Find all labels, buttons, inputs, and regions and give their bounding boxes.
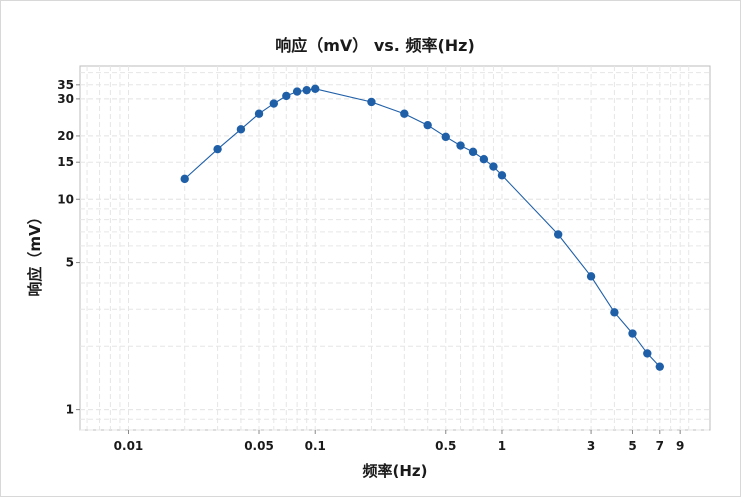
x-tick-label: 1 <box>498 439 506 453</box>
x-tick-label: 3 <box>587 439 595 453</box>
x-tick-label: 5 <box>628 439 636 453</box>
data-point <box>236 125 246 134</box>
y-tick-label: 5 <box>66 256 74 270</box>
data-point <box>441 132 450 142</box>
data-point <box>302 85 311 95</box>
x-tick-label: 0.05 <box>244 439 274 453</box>
x-axis-ticks: 0.01 0.05 0.1 0.5 1 3 5 7 9 <box>114 430 684 453</box>
data-point <box>628 329 637 338</box>
data-point <box>282 91 291 101</box>
data-point <box>400 109 409 118</box>
data-point <box>468 147 478 157</box>
data-point <box>269 99 279 108</box>
x-tick-label: 0.5 <box>435 439 456 453</box>
data-point <box>311 84 320 94</box>
x-axis-label: 频率(Hz) <box>363 462 428 480</box>
plot-area <box>79 65 711 431</box>
data-point <box>655 362 664 371</box>
y-tick-label: 10 <box>57 192 74 206</box>
x-tick-label: 9 <box>676 439 684 453</box>
data-point <box>423 120 432 130</box>
x-tick-label: 0.1 <box>305 439 326 453</box>
data-point <box>586 272 596 281</box>
data-point <box>456 141 465 150</box>
data-point <box>497 171 507 180</box>
y-tick-label: 20 <box>57 129 74 143</box>
data-point <box>643 349 652 358</box>
data-point <box>553 230 563 239</box>
data-point <box>610 308 619 317</box>
y-axis-label: 响应（mV） <box>26 209 44 296</box>
y-tick-label: 15 <box>57 155 74 169</box>
data-point <box>213 144 222 154</box>
series-layer <box>180 84 664 371</box>
grid <box>80 66 710 431</box>
y-tick-label: 30 <box>57 92 74 106</box>
data-point <box>292 87 302 96</box>
data-point <box>479 155 489 164</box>
data-point <box>254 109 264 118</box>
y-tick-label: 35 <box>57 78 74 92</box>
data-point <box>367 97 376 107</box>
data-point <box>489 162 498 171</box>
data-point <box>180 174 189 184</box>
y-tick-label: 1 <box>66 403 74 417</box>
x-tick-label: 0.01 <box>114 439 144 453</box>
x-tick-label: 7 <box>656 439 664 453</box>
chart-title: 响应（mV） vs. 频率(Hz) <box>275 36 475 55</box>
